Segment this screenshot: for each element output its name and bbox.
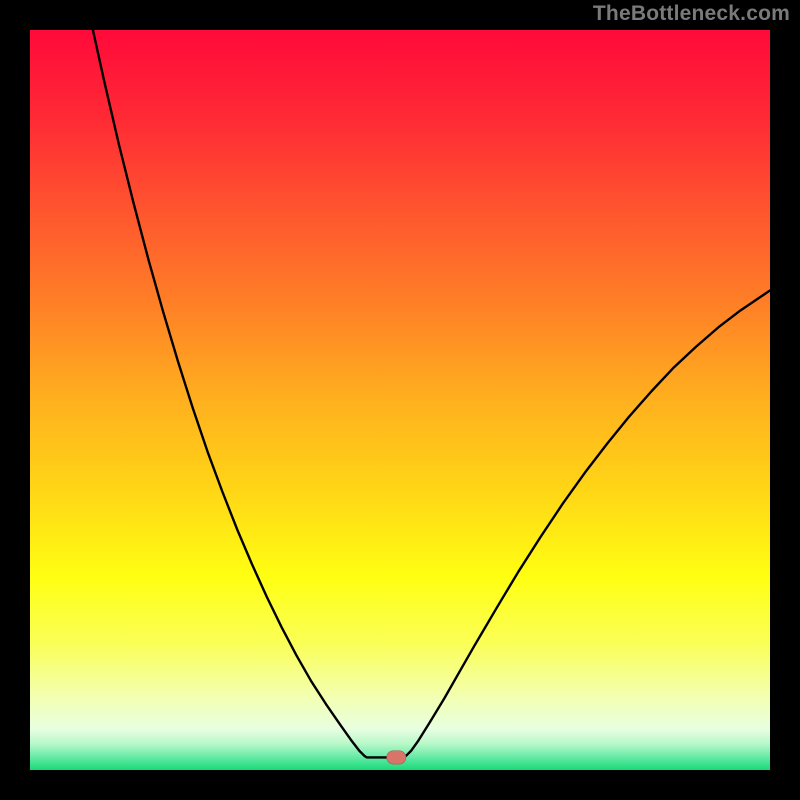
watermark-text: TheBottleneck.com — [593, 2, 790, 26]
chart-frame: TheBottleneck.com — [0, 0, 800, 800]
chart-svg — [30, 30, 770, 770]
optimum-marker — [387, 751, 406, 764]
chart-background — [30, 30, 770, 770]
plot-area — [30, 30, 770, 770]
